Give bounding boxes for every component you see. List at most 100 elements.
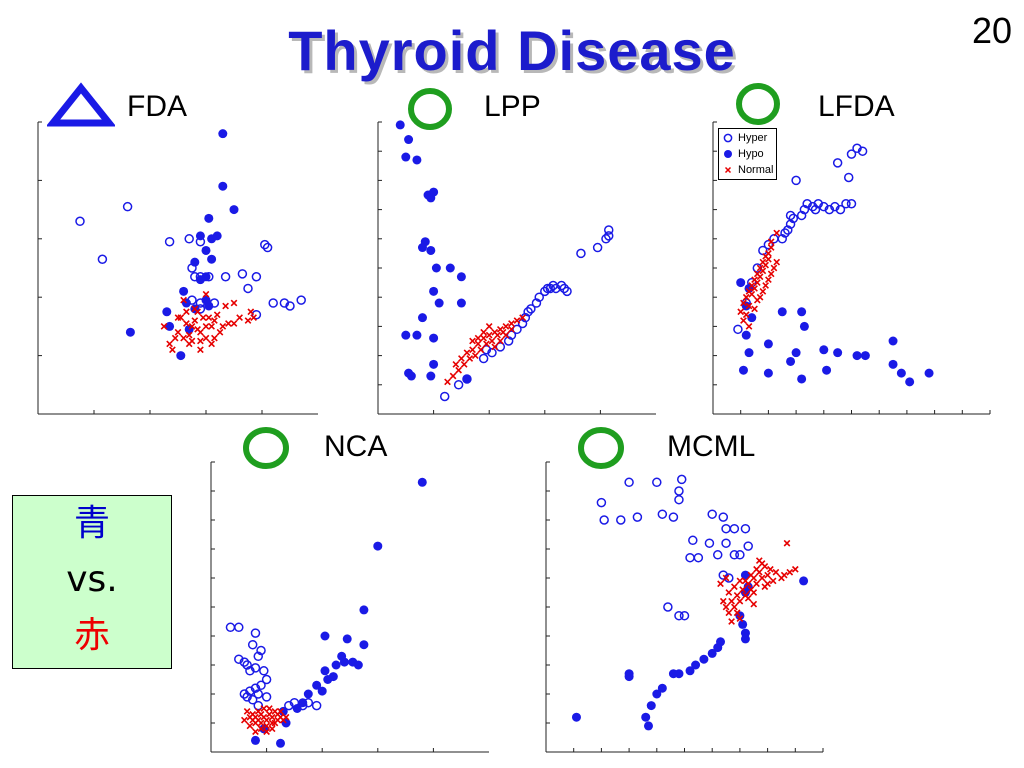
hyper-point bbox=[256, 645, 266, 656]
hyper-point bbox=[237, 269, 248, 279]
normal-point bbox=[197, 346, 204, 354]
hyper-point bbox=[559, 283, 570, 294]
hyper-point bbox=[846, 149, 857, 159]
hyper-point bbox=[599, 515, 609, 525]
normal-point bbox=[480, 328, 488, 336]
normal-point bbox=[773, 229, 781, 237]
normal-point bbox=[736, 597, 744, 605]
hypo-point bbox=[668, 669, 678, 679]
normal-point bbox=[263, 728, 270, 736]
page-number: 20 bbox=[971, 10, 1012, 51]
hyper-point bbox=[657, 509, 668, 519]
hypo-point bbox=[429, 333, 439, 343]
scatter-plot-mcml bbox=[545, 461, 824, 753]
normal-point bbox=[444, 378, 451, 386]
color-comparison-box: 青 vs. 赤 bbox=[12, 495, 172, 669]
hyper-point bbox=[668, 512, 679, 522]
hyper-point bbox=[225, 622, 236, 633]
normal-point bbox=[772, 568, 780, 576]
hypo-point bbox=[412, 155, 422, 165]
scatter-plot-lfda bbox=[712, 121, 991, 415]
hyper-point bbox=[75, 216, 85, 227]
normal-point bbox=[791, 565, 799, 573]
normal-point bbox=[767, 238, 775, 246]
hyper-point bbox=[592, 242, 603, 253]
hyper-point bbox=[799, 204, 810, 215]
hypo-point bbox=[303, 689, 313, 699]
hyper-point bbox=[251, 309, 262, 320]
hypo-point bbox=[624, 672, 634, 682]
normal-point bbox=[767, 565, 774, 573]
normal-point bbox=[725, 589, 733, 596]
hyper-point bbox=[576, 248, 586, 259]
legend-item-hypo: Hypo bbox=[722, 146, 773, 162]
chart-title-nca: NCA bbox=[324, 430, 388, 463]
hyper-point bbox=[624, 477, 634, 488]
normal-point bbox=[733, 609, 741, 617]
normal-point bbox=[191, 317, 199, 324]
hypo-point bbox=[740, 634, 750, 644]
normal-point bbox=[250, 314, 257, 322]
hyper-point bbox=[712, 550, 723, 560]
normal-point bbox=[739, 586, 747, 593]
hyper-point bbox=[603, 225, 614, 235]
hyper-point bbox=[846, 199, 857, 209]
hypo-point bbox=[763, 368, 773, 378]
normal-point bbox=[202, 323, 210, 330]
normal-point bbox=[750, 589, 758, 596]
hypo-point bbox=[736, 278, 746, 288]
hypo-point bbox=[276, 738, 285, 748]
hyper-point bbox=[234, 654, 244, 664]
normal-point bbox=[240, 716, 248, 724]
hyper-point bbox=[250, 683, 261, 693]
normal-point bbox=[271, 719, 279, 727]
hypo-point bbox=[312, 680, 322, 690]
hyper-point bbox=[478, 353, 489, 364]
hyper-point bbox=[824, 204, 835, 215]
hypo-point bbox=[707, 648, 717, 658]
normal-point bbox=[166, 340, 173, 348]
hyper-point bbox=[857, 146, 868, 156]
circle-verdict-icon-mcml bbox=[575, 424, 627, 477]
normal-point bbox=[160, 323, 168, 330]
normal-point bbox=[728, 618, 735, 625]
chart-title-lfda: LFDA bbox=[818, 90, 895, 123]
hyper-point bbox=[245, 666, 255, 676]
normal-point bbox=[474, 340, 482, 348]
scatter-plot-fda bbox=[37, 121, 318, 415]
hypo-point bbox=[162, 307, 172, 317]
normal-point bbox=[455, 366, 462, 374]
normal-point bbox=[191, 305, 199, 313]
hypo-point bbox=[685, 666, 695, 676]
hypo-point bbox=[744, 348, 754, 358]
hypo-point bbox=[641, 712, 651, 722]
hypo-point bbox=[373, 541, 383, 551]
hyper-point bbox=[285, 301, 295, 311]
normal-point bbox=[750, 600, 758, 608]
normal-point bbox=[783, 539, 791, 547]
hypo-point bbox=[331, 660, 341, 670]
normal-point bbox=[780, 571, 788, 579]
normal-point bbox=[183, 308, 190, 316]
hypo-point bbox=[412, 330, 422, 340]
hyper-point bbox=[704, 538, 715, 548]
hypo-point bbox=[342, 634, 352, 644]
normal-point bbox=[758, 574, 766, 582]
normal-point bbox=[770, 264, 778, 272]
normal-point bbox=[205, 314, 213, 322]
normal-point bbox=[469, 346, 476, 354]
hypo-point bbox=[888, 336, 898, 346]
hyper-point bbox=[785, 210, 796, 221]
hyper-point bbox=[506, 330, 517, 340]
hyper-point bbox=[184, 234, 194, 244]
normal-point bbox=[208, 323, 215, 330]
hyper-point bbox=[718, 512, 729, 522]
hyper-point bbox=[259, 666, 269, 676]
normal-point bbox=[211, 317, 218, 324]
hypo-point bbox=[292, 704, 302, 713]
hyper-point bbox=[122, 201, 133, 212]
hyper-point bbox=[268, 298, 278, 308]
hypo-point bbox=[852, 351, 862, 361]
hypo-point bbox=[320, 631, 330, 641]
hypo-point bbox=[176, 351, 186, 361]
